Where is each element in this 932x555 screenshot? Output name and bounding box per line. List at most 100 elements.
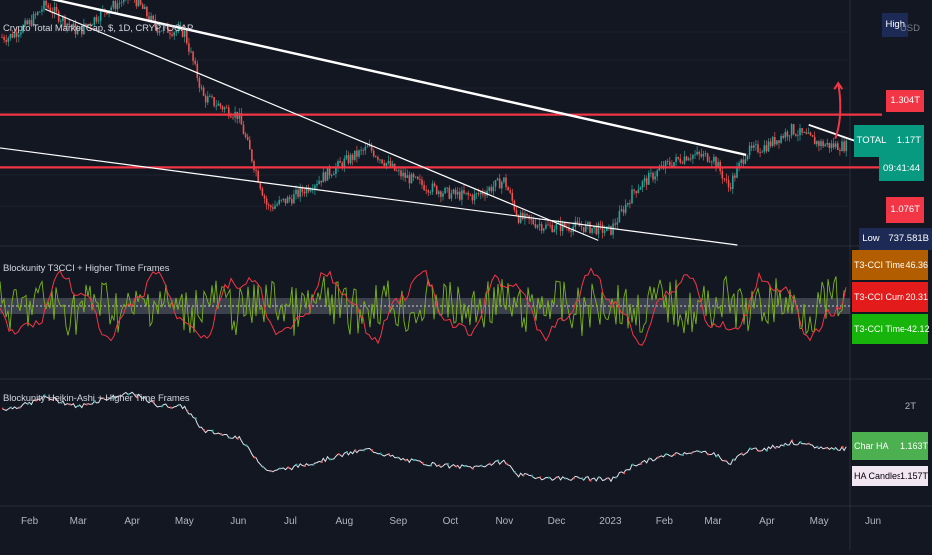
total-label: TOTAL: [856, 135, 887, 146]
candle-body: [53, 7, 56, 14]
ha-candle: [732, 458, 735, 461]
time-axis-label: Jun: [865, 516, 881, 527]
candle-body: [681, 162, 684, 164]
candle-body: [711, 161, 713, 163]
ha-candle: [52, 398, 54, 401]
ha-candle: [262, 465, 264, 468]
candle-body: [343, 158, 346, 168]
candle-body: [459, 191, 461, 200]
ha-candle: [791, 439, 794, 442]
candle-body: [297, 189, 299, 197]
candle-body: [221, 106, 224, 110]
candle-body: [732, 175, 734, 189]
candle-body: [471, 195, 474, 201]
candle-body: [559, 222, 562, 232]
candle-body: [473, 194, 476, 201]
candle-body: [685, 156, 688, 161]
candle-body: [591, 228, 593, 233]
candle-body: [412, 174, 415, 178]
ha-candle: [245, 444, 248, 447]
candle-body: [215, 105, 217, 107]
candle-body: [211, 96, 213, 98]
candle-body: [608, 225, 610, 227]
ha-candle: [615, 476, 617, 479]
candle-body: [173, 32, 175, 36]
candle-body: [207, 96, 209, 103]
candle-body: [64, 16, 66, 27]
candle-body: [43, 0, 45, 10]
ha-candle: [489, 462, 491, 465]
candle-body: [351, 154, 354, 160]
candle-body: [511, 192, 514, 201]
candle-body: [253, 161, 255, 170]
candle-body: [446, 187, 448, 189]
candle-body: [530, 218, 532, 220]
candle-body: [723, 178, 726, 180]
candle-body: [328, 167, 331, 176]
candle-body: [843, 141, 845, 152]
ha-candle: [178, 403, 180, 406]
candle-body: [669, 161, 671, 166]
candle-body: [307, 187, 310, 192]
ha-candle: [464, 465, 466, 468]
candle-body: [318, 180, 320, 185]
candle-body: [93, 17, 96, 25]
candle-body: [146, 6, 148, 17]
candle-body: [671, 165, 673, 168]
candle-body: [616, 222, 619, 225]
candle-body: [568, 227, 570, 231]
candle-body: [687, 158, 690, 161]
candle-body: [417, 176, 419, 180]
candle-body: [162, 26, 165, 31]
ha-open-label: HA Candles Open 1: [852, 466, 900, 486]
candle-body: [786, 131, 789, 137]
candle-body: [736, 167, 738, 178]
candle-body: [450, 193, 453, 199]
cci-pane-title: Blockunity T3CCI + Higher Time Frames: [3, 263, 170, 274]
time-axis-label: Jun: [230, 516, 246, 527]
candle-body: [39, 11, 41, 13]
time-axis-label: Jul: [284, 516, 297, 527]
candle-body: [406, 175, 409, 178]
candle-body: [761, 151, 763, 153]
ha-candle: [657, 456, 659, 459]
candle-body: [379, 159, 381, 161]
candle-body: [746, 155, 749, 160]
candle-body: [553, 229, 556, 232]
ha-candle: [304, 465, 306, 468]
candle-body: [532, 219, 535, 224]
candle-body: [257, 170, 259, 183]
time-axis-label: Apr: [124, 516, 140, 527]
candle-body: [816, 141, 818, 145]
candle-body: [614, 223, 616, 225]
candle-body: [118, 2, 121, 4]
candle-body: [641, 181, 644, 188]
candle-body: [729, 187, 732, 189]
candle-body: [28, 20, 31, 25]
ha-candle: [346, 451, 348, 454]
ha-candle: [842, 445, 844, 448]
candle-body: [423, 184, 425, 191]
ha-candle: [598, 476, 600, 479]
candle-body: [692, 155, 694, 159]
ha-open-value: 1.157T: [900, 466, 928, 486]
candle-body: [587, 222, 589, 225]
cci-timeframe1-line: [0, 275, 847, 337]
candle-body: [385, 162, 388, 166]
cci-tf2-value: 46.36: [904, 250, 928, 280]
candle-body: [480, 192, 482, 195]
candle-body: [648, 173, 650, 185]
candle-body: [696, 151, 698, 155]
candle-body: [341, 162, 343, 168]
scale-unit-label[interactable]: USD: [899, 23, 920, 34]
ha-badge-char: Char HA 1.163T: [852, 432, 928, 460]
candle-body: [475, 193, 478, 195]
candle-body: [429, 191, 432, 193]
candle-body: [202, 87, 205, 96]
ha-candle: [195, 417, 197, 420]
candle-body: [818, 141, 820, 146]
candle-body: [467, 192, 469, 195]
candle-body: [540, 224, 543, 231]
